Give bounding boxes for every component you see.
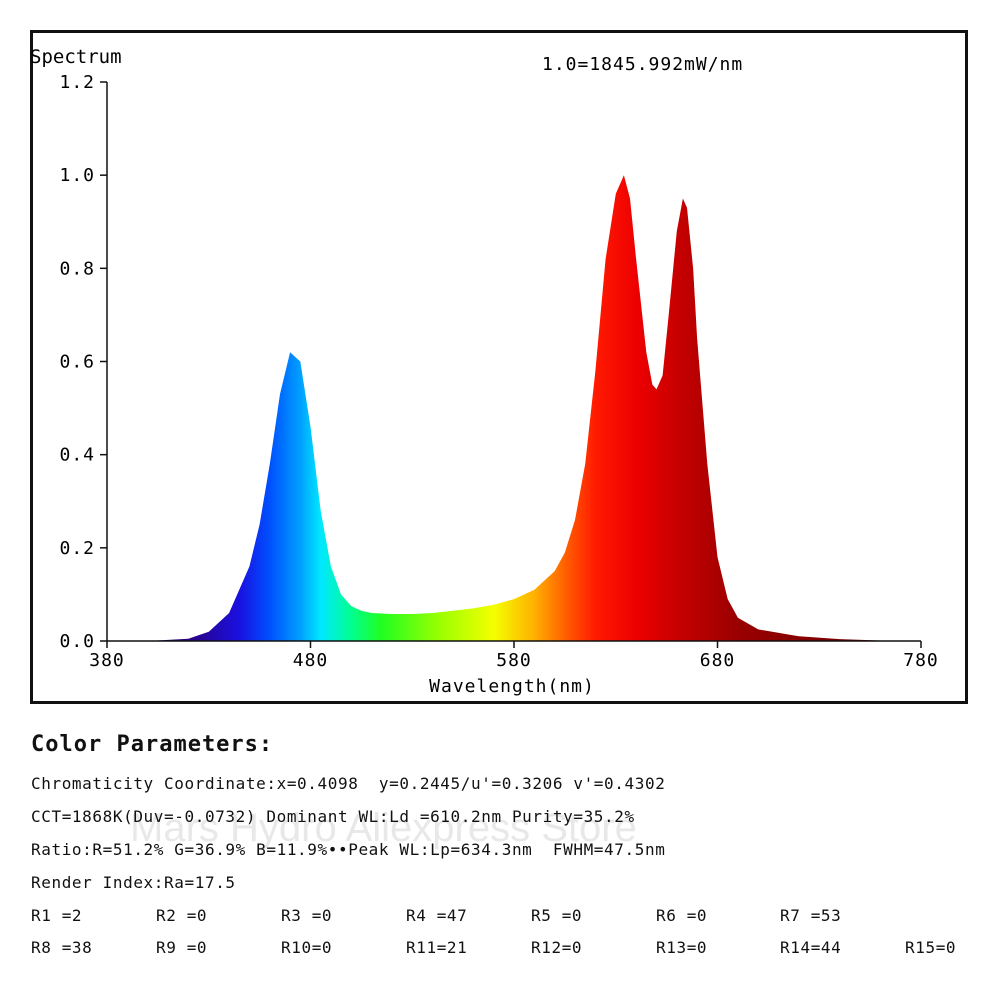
- render-index-value: R11=21: [406, 938, 468, 957]
- y-tick-label: 0.8: [59, 258, 95, 279]
- y-tick-label: 1.0: [59, 165, 95, 186]
- render-index-value: R9 =0: [156, 938, 208, 957]
- chart-title: Spectrum: [30, 46, 122, 68]
- x-tick-label: 780: [903, 650, 939, 671]
- y-tick-label: 0.2: [59, 538, 95, 559]
- x-tick-label: 480: [293, 650, 329, 671]
- x-tick-label: 580: [496, 650, 532, 671]
- y-tick-label: 1.2: [59, 72, 95, 93]
- spectrum-area: [107, 175, 921, 641]
- x-axis-label: Wavelength(nm): [429, 676, 595, 697]
- cct-line: CCT=1868K(Duv=-0.0732) Dominant WL:Ld =6…: [31, 807, 635, 826]
- y-tick-label: 0.6: [59, 352, 95, 373]
- chart-frame: [30, 30, 968, 704]
- color-parameters-title: Color Parameters:: [31, 732, 274, 757]
- color-parameters-panel: Color Parameters: Chromaticity Coordinat…: [31, 732, 991, 970]
- y-tick-label: 0.0: [59, 631, 95, 652]
- x-tick-label: 680: [700, 650, 736, 671]
- render-index-value: R8 =38: [31, 938, 93, 957]
- render-index-value: R7 =53: [780, 906, 842, 925]
- render-index-value: R6 =0: [656, 906, 708, 925]
- render-values-row-1: R1 =2 R2 =0 R3 =0 R4 =47 R5 =0 R6 =0 R7 =53: [31, 906, 991, 938]
- scale-annotation: 1.0=1845.992mW/nm: [542, 54, 743, 75]
- render-index-line: Render Index:Ra=17.5: [31, 873, 236, 892]
- render-index-value: R3 =0: [281, 906, 333, 925]
- y-tick-label: 0.4: [59, 445, 95, 466]
- render-index-value: R1 =2: [31, 906, 83, 925]
- render-index-value: R14=44: [780, 938, 842, 957]
- spectrum-chart: Spectrum 1.0=1845.992mW/nm 380 480 580 680 7…: [30, 46, 939, 697]
- render-index-value: R4 =47: [406, 906, 468, 925]
- render-index-value: R13=0: [656, 938, 708, 957]
- render-index-value: R5 =0: [531, 906, 583, 925]
- render-index-value: R15=0: [905, 938, 957, 957]
- render-index-value: R2 =0: [156, 906, 208, 925]
- render-values-row-2: R8 =38 R9 =0 R10=0 R11=21 R12=0 R13=0 R14=44 R1…: [31, 938, 991, 970]
- chromaticity-line: Chromaticity Coordinate:x=0.4098 y=0.244…: [31, 774, 666, 793]
- render-index-value: R10=0: [281, 938, 333, 957]
- ratio-line: Ratio:R=51.2% G=36.9% B=11.9%••Peak WL:L…: [31, 840, 666, 859]
- x-tick-label: 380: [89, 650, 125, 671]
- render-index-value: R12=0: [531, 938, 583, 957]
